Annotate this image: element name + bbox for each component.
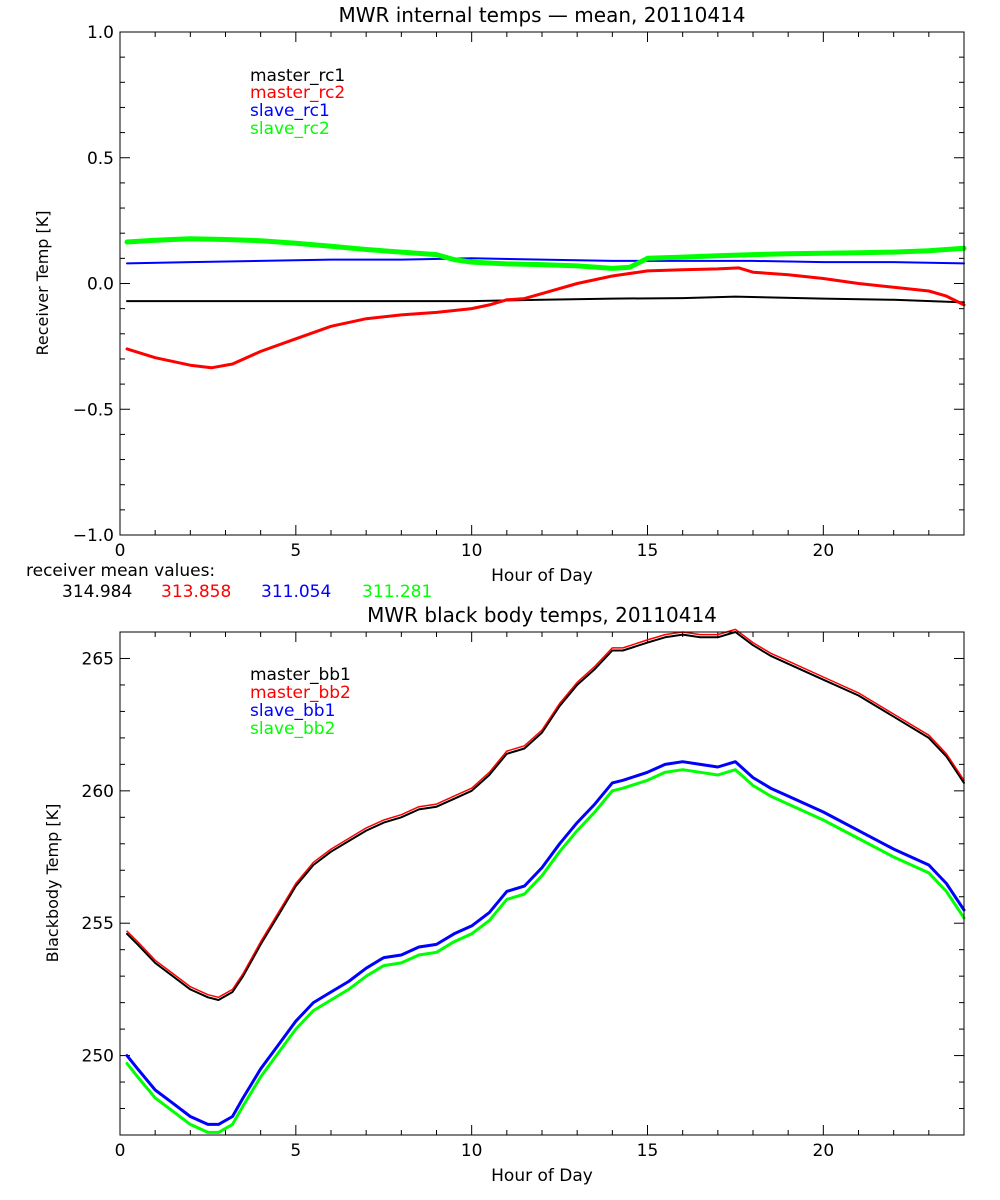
- legend-slave-bb2: slave_bb2: [250, 719, 335, 739]
- blackbody-x-tick-label: 10: [461, 1141, 483, 1161]
- receiver-chart-title: MWR internal temps — mean, 20110414: [338, 3, 745, 27]
- blackbody-x-axis-label: Hour of Day: [491, 1166, 593, 1186]
- legend-master-rc1: master_rc1: [250, 66, 345, 86]
- blackbody-y-tick-label: 255: [82, 914, 114, 934]
- blackbody-y-axis-label: Blackbody Temp [K]: [43, 804, 62, 963]
- receiver-x-tick-label: 15: [637, 541, 659, 561]
- blackbody-x-tick-label: 0: [115, 1141, 126, 1161]
- blackbody-legend: master_bb1 master_bb2 slave_bb1 slave_bb…: [250, 665, 351, 739]
- receiver-y-tick-label: −1.0: [73, 526, 114, 546]
- blackbody-series-lines: [125, 628, 966, 1134]
- receiver-x-tick-label: 0: [115, 541, 126, 561]
- series-line-master-bb2: [126, 628, 965, 999]
- blackbody-chart-title: MWR black body temps, 20110414: [367, 603, 717, 627]
- series-line-master-rc1: [126, 295, 965, 304]
- blackbody-y-tick-label: 265: [82, 649, 114, 669]
- series-line-slave-bb2: [125, 768, 966, 1134]
- receiver-y-tick-label: 0.5: [87, 149, 114, 169]
- receiver-y-tick-label: −0.5: [73, 400, 114, 420]
- series-line-slave-rc2: [124, 236, 967, 271]
- receiver-x-tick-label: 10: [461, 541, 483, 561]
- legend-slave-rc2: slave_rc2: [250, 119, 330, 139]
- legend-slave-bb1: slave_bb1: [250, 701, 335, 721]
- receiver-y-tick-label: 1.0: [87, 23, 114, 43]
- blackbody-y-tick-label: 250: [82, 1047, 114, 1067]
- receiver-mean-value-master-rc2: 313.858: [161, 582, 231, 602]
- receiver-x-tick-label: 20: [813, 541, 835, 561]
- receiver-y-tick-labels: −1.0 −0.5 0.0 0.5 1.0: [73, 23, 114, 546]
- blackbody-temp-chart: MWR black body temps, 20110414 0 5 10 15…: [43, 603, 966, 1186]
- legend-master-bb1: master_bb1: [250, 665, 351, 685]
- series-line-slave-rc1: [126, 257, 965, 265]
- blackbody-x-tick-label: 5: [290, 1141, 301, 1161]
- receiver-x-tick-label: 5: [290, 541, 301, 561]
- series-line-master-rc2: [125, 266, 966, 370]
- series-line-master-bb1: [126, 631, 965, 1001]
- receiver-mean-value-master-rc1: 314.984: [62, 582, 132, 602]
- receiver-mean-value-slave-rc1: 311.054: [261, 582, 331, 602]
- blackbody-x-tick-labels: 0 5 10 15 20: [115, 1141, 835, 1161]
- legend-master-bb2: master_bb2: [250, 683, 351, 703]
- receiver-y-axis-label: Receiver Temp [K]: [33, 210, 52, 355]
- legend-master-rc2: master_rc2: [250, 83, 345, 103]
- blackbody-y-tick-labels: 250 255 260 265: [82, 649, 114, 1066]
- receiver-mean-label: receiver mean values:: [26, 561, 215, 581]
- receiver-series-lines: [124, 236, 967, 370]
- legend-slave-rc1: slave_rc1: [250, 101, 330, 121]
- receiver-legend: master_rc1 master_rc2 slave_rc1 slave_rc…: [250, 66, 345, 139]
- receiver-x-axis-label: Hour of Day: [491, 566, 593, 586]
- receiver-temp-chart: MWR internal temps — mean, 20110414 0 5 …: [26, 3, 967, 602]
- receiver-mean-values: receiver mean values: 314.984 313.858 31…: [26, 561, 432, 602]
- blackbody-x-tick-label: 15: [637, 1141, 659, 1161]
- blackbody-y-tick-label: 260: [82, 782, 114, 802]
- blackbody-x-tick-label: 20: [813, 1141, 835, 1161]
- series-line-slave-bb1: [125, 760, 966, 1126]
- receiver-plot-frame: [119, 31, 965, 536]
- receiver-y-tick-label: 0.0: [87, 275, 114, 295]
- blackbody-plot-frame: [119, 631, 965, 1136]
- receiver-x-tick-labels: 0 5 10 15 20: [115, 541, 835, 561]
- receiver-mean-value-slave-rc2: 311.281: [362, 582, 432, 602]
